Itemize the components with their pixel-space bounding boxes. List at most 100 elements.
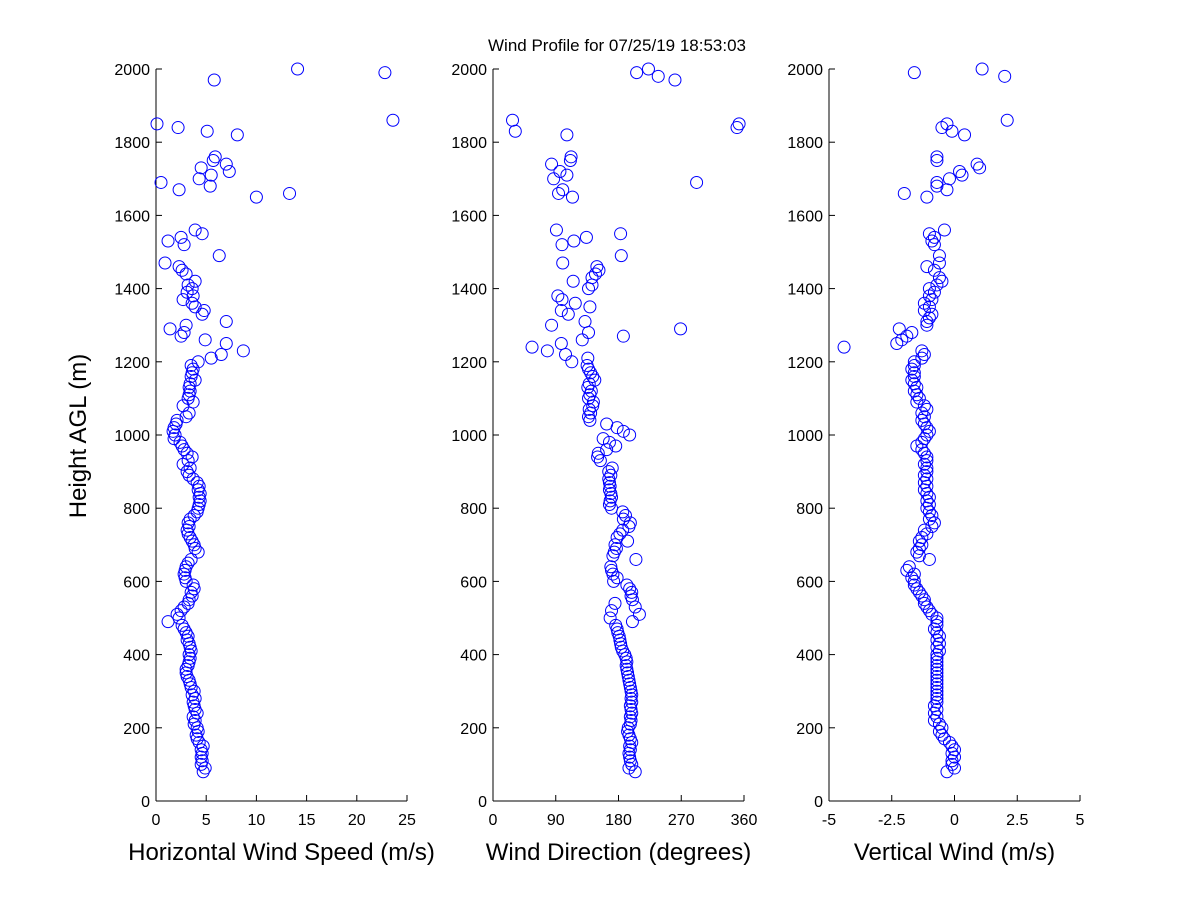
data-point xyxy=(651,69,665,83)
y-tick-label: 0 xyxy=(141,794,150,811)
data-point xyxy=(668,73,682,87)
x-tick-label: -2.5 xyxy=(878,812,906,829)
data-point xyxy=(177,326,191,340)
data-point xyxy=(219,157,233,171)
data-point xyxy=(208,150,222,164)
data-point xyxy=(182,468,196,482)
data-point xyxy=(150,117,164,131)
data-point xyxy=(917,410,931,424)
data-point xyxy=(930,681,944,695)
data-point xyxy=(930,673,944,687)
data-point xyxy=(219,337,233,350)
y-tick-label: 1800 xyxy=(787,135,823,152)
y-tick-label: 600 xyxy=(796,574,823,591)
y-tick-label: 1400 xyxy=(451,282,487,299)
data-point xyxy=(910,582,924,596)
data-point xyxy=(568,296,582,310)
data-point xyxy=(907,66,921,80)
data-point xyxy=(922,311,936,325)
data-point xyxy=(183,461,197,475)
data-point xyxy=(917,596,931,610)
data-point xyxy=(917,593,931,607)
data-point xyxy=(186,695,200,709)
data-point xyxy=(555,293,569,307)
data-point xyxy=(948,761,961,775)
data-point xyxy=(690,175,704,189)
data-point xyxy=(907,567,921,581)
data-point xyxy=(973,161,987,175)
data-point xyxy=(605,501,619,515)
data-point xyxy=(932,271,946,285)
data-point xyxy=(920,600,934,614)
data-point xyxy=(191,545,205,559)
data-point xyxy=(192,172,206,186)
data-point xyxy=(628,600,642,614)
data-point xyxy=(917,296,931,310)
data-point xyxy=(920,190,934,204)
data-point xyxy=(907,355,921,369)
data-point xyxy=(892,322,906,336)
y-tick-label: 600 xyxy=(460,574,487,591)
data-point xyxy=(188,300,202,314)
data-point xyxy=(564,150,578,164)
data-point xyxy=(582,402,596,416)
data-point xyxy=(172,260,186,274)
data-point xyxy=(174,329,188,343)
data-point xyxy=(188,713,202,727)
data-point xyxy=(930,695,944,709)
data-point xyxy=(600,417,614,431)
x-tick-label: 15 xyxy=(298,812,316,829)
data-point xyxy=(948,743,961,757)
y-tick-label: 200 xyxy=(460,721,487,738)
data-point xyxy=(607,545,621,559)
data-point xyxy=(230,128,244,142)
data-point xyxy=(179,626,193,640)
data-point xyxy=(905,326,919,340)
y-tick-label: 1800 xyxy=(114,135,150,152)
y-tick-label: 0 xyxy=(478,794,487,811)
data-point xyxy=(291,62,305,76)
x-tick-label: 180 xyxy=(605,812,632,829)
data-point xyxy=(925,307,939,321)
data-point xyxy=(190,476,204,490)
data-point xyxy=(616,424,630,438)
data-point xyxy=(897,186,911,200)
data-point xyxy=(172,183,186,197)
data-point xyxy=(181,556,195,570)
data-point xyxy=(196,765,210,779)
data-point xyxy=(628,765,642,779)
y-tick-label: 1600 xyxy=(451,208,487,225)
data-point xyxy=(730,121,744,135)
y-tick-label: 1200 xyxy=(114,355,150,372)
data-point xyxy=(604,560,618,574)
data-point xyxy=(607,574,621,588)
data-point xyxy=(585,271,599,285)
data-point xyxy=(915,413,929,427)
data-point xyxy=(188,223,202,237)
data-point xyxy=(915,435,929,449)
data-point xyxy=(185,296,199,310)
panel-horizontal-wind-speed: 0 5 10 15 20 25 0 200 400 600 800 1000 1200 1400 1600 1… xyxy=(114,62,434,866)
data-point xyxy=(930,179,944,193)
data-point xyxy=(174,604,188,618)
data-point xyxy=(586,369,600,383)
data-point xyxy=(177,238,191,252)
x-tick-label: 20 xyxy=(348,812,366,829)
y-axis-label: Height AGL (m) xyxy=(65,354,92,519)
data-point xyxy=(917,468,931,482)
data-point xyxy=(187,509,201,523)
data-point xyxy=(593,454,607,468)
data-point xyxy=(621,721,635,735)
data-point xyxy=(618,648,632,662)
data-point xyxy=(930,688,944,702)
x-tick-label: 25 xyxy=(398,812,416,829)
data-point xyxy=(161,234,175,248)
data-point xyxy=(930,670,944,684)
data-point xyxy=(920,402,934,416)
data-point xyxy=(927,238,941,252)
data-point xyxy=(187,538,201,552)
data-point xyxy=(180,465,194,479)
x-tick-label: 10 xyxy=(248,812,266,829)
data-point xyxy=(207,73,221,87)
data-point xyxy=(204,168,218,182)
